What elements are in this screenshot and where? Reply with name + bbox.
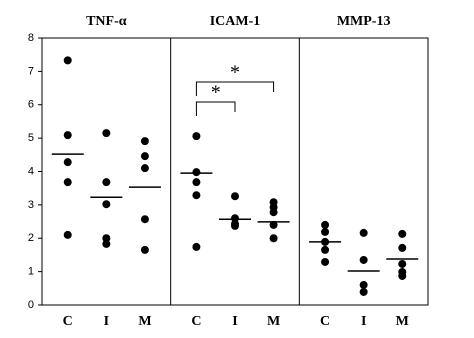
data-point [192, 242, 201, 251]
data-point [140, 164, 149, 173]
y-tick-label: 3 [28, 199, 34, 211]
y-tick-label: 0 [28, 299, 34, 311]
data-point [102, 178, 111, 187]
data-point [63, 131, 72, 140]
data-point [140, 137, 149, 146]
data-point [140, 245, 149, 254]
data-point [231, 192, 239, 201]
data-point [321, 257, 330, 266]
data-point [192, 168, 201, 177]
data-point [140, 215, 149, 224]
panel-title: ICAM-1 [210, 14, 261, 29]
x-tick-label: I [232, 314, 237, 329]
data-point [192, 191, 201, 200]
data-point [359, 255, 368, 264]
data-point [398, 259, 407, 268]
significance-bracket [195, 81, 275, 96]
significance-label: * [211, 82, 221, 104]
y-tick-label: 2 [28, 232, 34, 244]
data-point [321, 245, 330, 254]
x-tick-label: C [63, 314, 73, 329]
data-point [140, 152, 149, 161]
x-tick-label: M [267, 314, 280, 329]
x-tick-label: C [320, 314, 330, 329]
data-point [359, 287, 368, 296]
data-point [269, 234, 278, 243]
data-point [398, 229, 407, 238]
data-point [359, 228, 368, 237]
data-point [192, 132, 201, 141]
y-tick-label: 1 [28, 266, 34, 278]
y-tick-label: 8 [28, 32, 34, 44]
data-point [63, 230, 72, 239]
panel-title: MMP-13 [337, 14, 391, 29]
data-point [398, 271, 407, 280]
data-point [102, 239, 111, 248]
data-point [63, 56, 72, 65]
data-point [102, 234, 111, 243]
data-point [63, 178, 72, 187]
x-tick-label: C [191, 314, 201, 329]
x-tick-label: M [396, 314, 409, 329]
data-point [231, 221, 239, 230]
data-point [102, 129, 111, 138]
data-point [359, 280, 368, 289]
data-point [321, 220, 330, 229]
data-point [192, 178, 201, 187]
data-point [63, 158, 72, 167]
data-point [269, 208, 278, 217]
x-tick-label: M [138, 314, 151, 329]
x-tick-label: I [104, 314, 109, 329]
significance-bracket [195, 101, 236, 116]
significance-label: * [230, 62, 240, 84]
data-point [102, 200, 111, 209]
data-point [321, 227, 330, 236]
data-point [398, 243, 407, 252]
y-tick-label: 7 [28, 65, 34, 77]
y-tick-label: 6 [28, 99, 34, 111]
data-point [269, 220, 278, 229]
data-point [231, 214, 239, 223]
y-tick-label: 5 [28, 132, 34, 144]
x-tick-label: I [361, 314, 366, 329]
panel-title: TNF-α [86, 14, 127, 29]
y-tick-label: 4 [28, 165, 34, 177]
